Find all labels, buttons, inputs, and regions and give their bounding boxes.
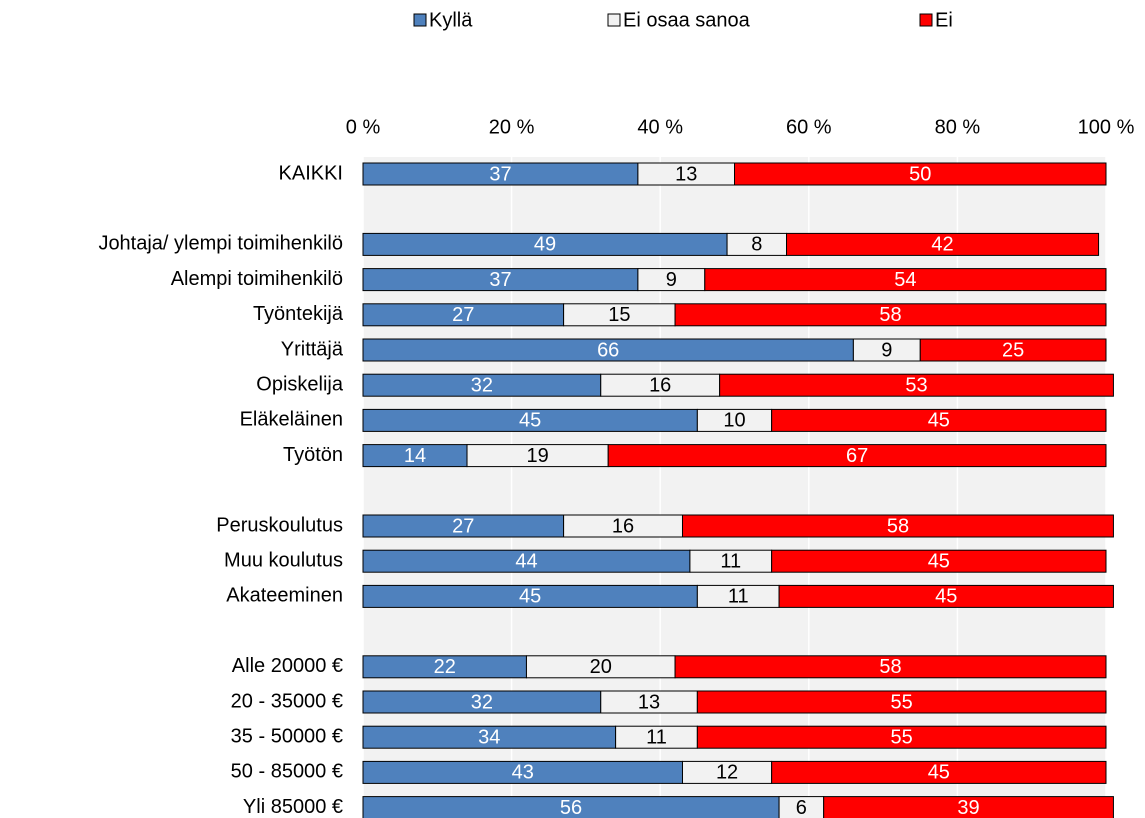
y-tick-label: Muu koulutus — [224, 549, 343, 571]
data-label: 53 — [905, 374, 927, 396]
legend-label: Ei — [935, 9, 953, 31]
bar-segment — [696, 725, 1107, 749]
y-tick-label: Opiskelija — [256, 373, 344, 395]
data-label: 27 — [452, 304, 474, 326]
data-label: 13 — [675, 163, 697, 185]
data-label: 42 — [931, 234, 953, 256]
data-label: 11 — [720, 550, 741, 572]
y-tick-label: 35 - 50000 € — [231, 725, 343, 747]
data-label: 56 — [560, 797, 582, 818]
x-tick-label: 100 % — [1078, 116, 1135, 138]
x-tick-label: 40 % — [637, 116, 683, 138]
bar-segment — [674, 303, 1107, 327]
data-label: 10 — [723, 410, 745, 432]
legend-label: Kyllä — [429, 9, 473, 31]
y-tick-label: Työtön — [283, 444, 343, 466]
x-tick-label: 80 % — [935, 116, 981, 138]
data-label: 22 — [434, 656, 456, 678]
data-label: 45 — [935, 586, 957, 608]
data-label: 49 — [534, 234, 556, 256]
data-label: 58 — [879, 304, 901, 326]
data-label: 20 — [590, 656, 612, 678]
bar-segment — [771, 760, 1107, 784]
data-label: 45 — [519, 586, 541, 608]
data-label: 27 — [452, 515, 474, 537]
data-label: 34 — [478, 726, 500, 748]
data-label: 37 — [489, 163, 511, 185]
data-label: 16 — [649, 374, 671, 396]
data-label: 32 — [471, 691, 493, 713]
y-tick-label: Akateeminen — [226, 585, 343, 607]
data-label: 8 — [751, 234, 762, 256]
bar-segment — [704, 268, 1107, 292]
data-label: 50 — [909, 163, 931, 185]
bar-segment — [734, 162, 1107, 186]
bar-segment — [681, 514, 1114, 538]
data-label: 32 — [471, 374, 493, 396]
y-tick-label: 50 - 85000 € — [231, 761, 343, 783]
data-label: 58 — [887, 515, 909, 537]
data-label: 25 — [1002, 339, 1024, 361]
plot-area — [363, 157, 1106, 818]
legend-label: Ei osaa sanoa — [623, 9, 751, 31]
x-tick-label: 20 % — [489, 116, 535, 138]
data-label: 37 — [489, 269, 511, 291]
data-label: 16 — [612, 515, 634, 537]
data-label: 66 — [597, 339, 619, 361]
data-label: 11 — [728, 586, 749, 608]
data-label: 9 — [666, 269, 677, 291]
y-tick-label: Yrittäjä — [281, 338, 344, 360]
data-label: 45 — [928, 550, 950, 572]
bar-segment — [696, 690, 1107, 714]
bar-segment — [786, 232, 1100, 256]
y-tick-label: KAIKKI — [279, 162, 343, 184]
legend-swatch — [413, 13, 427, 27]
data-label: 55 — [891, 691, 913, 713]
data-label: 13 — [638, 691, 660, 713]
data-label: 14 — [404, 445, 426, 467]
data-label: 15 — [608, 304, 630, 326]
y-tick-label: Yli 85000 € — [243, 796, 343, 818]
y-tick-label: Johtaja/ ylempi toimihenkilö — [98, 233, 343, 255]
bar-segment — [771, 408, 1107, 432]
data-label: 44 — [515, 550, 537, 572]
y-tick-label: Alempi toimihenkilö — [171, 268, 343, 290]
y-tick-label: Työntekijä — [253, 303, 344, 325]
bar-segment — [823, 796, 1114, 818]
bar-segment — [674, 655, 1107, 679]
x-tick-label: 60 % — [786, 116, 832, 138]
data-label: 45 — [928, 762, 950, 784]
data-label: 39 — [957, 797, 979, 818]
bar-segment — [719, 373, 1114, 397]
data-label: 6 — [796, 797, 807, 818]
data-label: 45 — [519, 410, 541, 432]
bar-segment — [607, 444, 1107, 468]
data-label: 55 — [891, 726, 913, 748]
legend-swatch — [919, 13, 933, 27]
data-label: 19 — [526, 445, 548, 467]
data-label: 45 — [928, 410, 950, 432]
y-tick-label: Eläkeläinen — [240, 409, 343, 431]
bar-segment — [919, 338, 1107, 362]
y-tick-label: Alle 20000 € — [232, 655, 343, 677]
data-label: 11 — [646, 726, 667, 748]
data-label: 12 — [716, 762, 738, 784]
bar-segment — [778, 584, 1114, 608]
x-tick-label: 0 % — [346, 116, 381, 138]
y-tick-label: 20 - 35000 € — [231, 690, 343, 712]
data-label: 43 — [512, 762, 534, 784]
bar-segment — [771, 549, 1107, 573]
data-label: 54 — [894, 269, 916, 291]
data-label: 58 — [879, 656, 901, 678]
data-label: 9 — [881, 339, 892, 361]
y-tick-label: Peruskoulutus — [216, 514, 343, 536]
legend-swatch — [607, 13, 621, 27]
data-label: 67 — [846, 445, 868, 467]
